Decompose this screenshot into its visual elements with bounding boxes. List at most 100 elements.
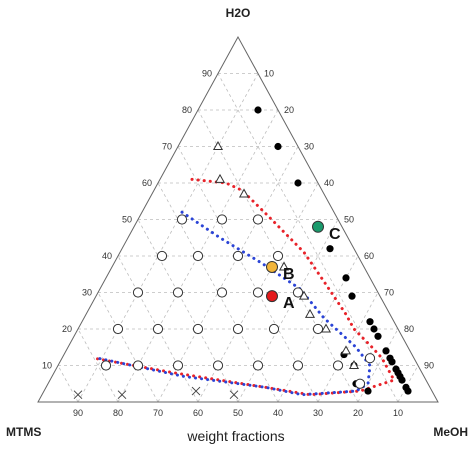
grid-lines (57, 73, 419, 403)
tick-label-left: 60 (142, 178, 152, 188)
open-circle-point (152, 323, 164, 335)
open-circle-point (216, 214, 228, 225)
filled-circle-point (274, 142, 282, 151)
open-circle-point (216, 287, 228, 298)
open-circle-point (252, 287, 264, 298)
tick-label-bottom: 70 (153, 408, 163, 418)
open-circle-point (232, 323, 244, 335)
x-axis-label: weight fractions (186, 428, 284, 444)
open-triangle-point (348, 359, 360, 369)
filled-circle-point (370, 325, 378, 333)
x-stroke (191, 386, 201, 396)
open-circle-point (156, 250, 168, 262)
grid-line (177, 146, 319, 403)
highlight-point-c (312, 220, 324, 233)
tick-label-right: 40 (324, 178, 334, 188)
tick-label-right: 70 (384, 288, 394, 298)
x-point (117, 390, 127, 400)
x-point (229, 390, 239, 400)
open-circle-point (232, 250, 244, 262)
tick-label-bottom: 60 (193, 408, 203, 418)
open-triangle-point (278, 261, 290, 271)
boundary-curve (96, 210, 372, 397)
open-circle-point (268, 323, 280, 335)
filled-circle-point (366, 318, 374, 326)
filled-circle-point (348, 292, 356, 300)
filled-circle-point (388, 358, 396, 366)
grid-line (237, 219, 339, 403)
tick-label-right: 80 (404, 324, 414, 334)
tick-labels: 10 10 10 20 20 20 30 30 30 40 40 40 50 50 50 60 60 60 70 70… (42, 69, 434, 419)
highlight-point-a (266, 290, 278, 303)
highlight-point-b (266, 260, 278, 273)
open-triangle-point (320, 323, 332, 333)
open-circle-point (292, 360, 304, 371)
open-circle-point (292, 287, 304, 298)
filled-circle-point (382, 347, 390, 355)
vertex-label-left: MTMS (6, 425, 41, 439)
open-circle-point (354, 378, 366, 389)
open-circle-point (172, 360, 184, 371)
x-point (73, 390, 83, 400)
tick-label-bottom: 80 (113, 408, 123, 418)
open-triangle-point (304, 308, 316, 318)
open-triangle-point (212, 140, 224, 150)
filled-circle-point (404, 387, 412, 395)
highlight-label-b: B (283, 266, 295, 283)
tick-label-bottom: 40 (273, 408, 283, 418)
filled-circle-point (364, 387, 372, 395)
highlight-label-c: C (329, 226, 341, 243)
grid-line (117, 255, 199, 403)
tick-label-right: 30 (304, 142, 314, 152)
open-circle-point (252, 360, 264, 371)
open-circle-point (192, 323, 204, 335)
boundary-curve (92, 177, 397, 397)
grid-line (137, 219, 239, 403)
open-circle-point (192, 250, 204, 262)
tick-label-right: 60 (364, 251, 374, 261)
filled-circle-point (374, 332, 382, 340)
grid-line (157, 146, 299, 403)
open-circle-point (176, 214, 188, 225)
grid-line (77, 73, 259, 403)
tick-label-bottom: 90 (73, 408, 83, 418)
filled-circle-point (254, 106, 262, 114)
open-triangle-point (238, 188, 250, 198)
tick-label-left: 90 (202, 69, 212, 79)
tick-label-left: 70 (162, 142, 172, 152)
point-labels: AB C (283, 226, 341, 312)
grid-line (97, 292, 159, 403)
grid-line (217, 73, 399, 403)
grid-line (317, 292, 379, 403)
x-stroke (117, 390, 127, 400)
tick-label-bottom: 20 (353, 408, 363, 418)
tick-label-left: 50 (122, 215, 132, 225)
open-circle-point (272, 250, 284, 262)
open-circle-point (332, 360, 344, 371)
open-circle-point (172, 287, 184, 298)
data-points (73, 106, 412, 400)
tick-label-left: 20 (62, 324, 72, 334)
open-circle-point (112, 323, 124, 335)
filled-circle-point (398, 376, 406, 384)
tick-label-right: 20 (284, 105, 294, 115)
x-stroke (229, 390, 239, 400)
tick-label-right: 50 (344, 215, 354, 225)
tick-label-right: 10 (264, 69, 274, 79)
open-circle-point (100, 360, 112, 371)
tick-label-left: 10 (42, 361, 52, 371)
grid-line (197, 109, 359, 403)
open-circle-point (252, 214, 264, 225)
tick-label-right: 90 (424, 361, 434, 371)
open-circle-point (212, 360, 224, 371)
vertex-label-top: H2O (226, 6, 251, 20)
open-circle-point (364, 353, 376, 364)
triangle-frame (37, 35, 439, 403)
tick-label-left: 30 (82, 288, 92, 298)
tick-label-bottom: 10 (393, 408, 403, 418)
filled-circle-point (326, 245, 334, 253)
highlight-label-a: A (283, 295, 295, 312)
open-circle-point (312, 323, 324, 335)
tick-label-left: 80 (182, 105, 192, 115)
open-triangle-point (214, 173, 226, 183)
